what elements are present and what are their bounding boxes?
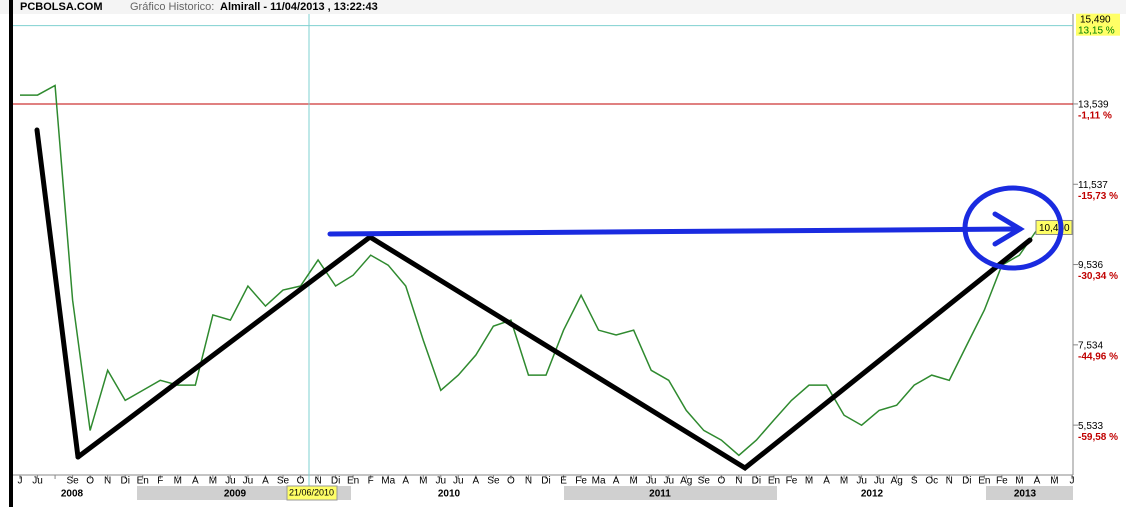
header-bar [0,0,1126,14]
cursor-label: 15,490 [1080,14,1111,25]
x-tick-label: Ma [381,476,395,487]
cursor-date: 21/06/2010 [289,487,334,497]
x-tick-label: N [525,476,532,487]
x-tick-label: A [1034,476,1041,487]
year-label: 2013 [1014,489,1037,500]
x-tick-label: A [823,476,830,487]
x-tick-label: A [613,476,620,487]
x-tick-label: Ju [436,476,447,487]
x-tick-label: En [137,476,149,487]
x-tick-label: Ju [225,476,236,487]
x-tick-label: Ju [32,476,43,487]
y-tick-label: 9,536 [1078,260,1103,271]
y-tick-pct: -30,34 % [1078,271,1118,282]
x-tick-label: Di [752,476,761,487]
year-label: 2011 [649,489,671,500]
chart-title: Almirall - 11/04/2013 , 13:22:43 [220,1,378,13]
y-tick-label: 13,539 [1078,100,1109,111]
cursor-date-bg [286,485,338,501]
year-label: 2010 [438,489,461,500]
x-tick-label: Se [698,476,711,487]
x-tick-label: Di [962,476,971,487]
y-tick-label: 7,534 [1078,340,1103,351]
x-tick-label: Di [120,476,129,487]
year-band [564,486,777,500]
x-tick-label: Ju [453,476,464,487]
x-tick-label: Ma [592,476,606,487]
year-label: 2009 [224,489,247,500]
x-tick-label: Ju [663,476,674,487]
x-tick-label: Fe [786,476,798,487]
site-name: PCBOLSA.COM [20,1,103,13]
x-tick-label: Fe [575,476,587,487]
x-tick-label: M [174,476,182,487]
cursor-label-bg [1076,13,1120,36]
x-tick-label: A [192,476,199,487]
x-tick-label: J [18,476,23,487]
x-tick-label: M [1050,476,1058,487]
last-price-label: 10,460 [1039,223,1070,234]
x-tick-label: M [805,476,813,487]
x-tick-label: O [507,476,515,487]
x-tick-label: A [262,476,269,487]
x-tick-label: N [104,476,111,487]
x-tick-label: F [368,476,374,487]
x-tick-label: Ju [646,476,657,487]
y-tick-label: 11,537 [1078,180,1108,191]
x-tick-label: S [911,476,918,487]
x-tick-label: Ag [891,476,903,487]
x-tick-label: O [717,476,725,487]
x-tick-label: Ju [874,476,885,487]
y-tick-pct: -44,96 % [1078,351,1118,362]
x-tick-label: Se [487,476,500,487]
title-label: Gráfico Historico: [130,1,214,13]
x-tick-label: Ag [680,476,692,487]
x-tick-label: M [840,476,848,487]
year-label: 2012 [861,489,884,500]
blue-arrow [327,185,1064,271]
x-tick-label: Ju [856,476,867,487]
cursor-pct: 13,15 % [1078,25,1115,36]
left-border [9,0,13,507]
x-tick-label: A [402,476,409,487]
x-tick-label: E [560,476,567,487]
x-tick-label: M [209,476,217,487]
x-tick-label: J [1070,476,1075,487]
x-tick-label: M [629,476,637,487]
x-tick-label: M [419,476,427,487]
x-tick-label: F [157,476,163,487]
x-tick-label: En [347,476,359,487]
x-tick-label: N [735,476,742,487]
y-tick-pct: -59,58 % [1078,432,1118,443]
y-tick-pct: -15,73 % [1078,191,1118,202]
y-tick-label: 5,533 [1078,421,1103,432]
x-tick-label: En [978,476,990,487]
x-tick-label: En [768,476,780,487]
y-tick-pct: -1,11 % [1078,111,1112,122]
x-tick-label: O [297,476,305,487]
price-line [20,84,1038,457]
year-label: 2008 [61,489,84,500]
x-tick-label: Ju [243,476,254,487]
year-band [986,486,1073,500]
x-tick-label: Di [541,476,550,487]
x-tick-label: Se [277,476,290,487]
trend-lines [34,127,1033,472]
x-tick-label: N [314,476,321,487]
x-tick-label: O [86,476,94,487]
x-tick-label: Oc [925,476,938,487]
x-tick-label: M [1015,476,1023,487]
x-tick-label: Se [66,476,79,487]
x-tick-label: A [473,476,480,487]
x-tick-label: Fe [996,476,1008,487]
x-tick-label: Di [331,476,340,487]
x-tick-label: N [946,476,953,487]
